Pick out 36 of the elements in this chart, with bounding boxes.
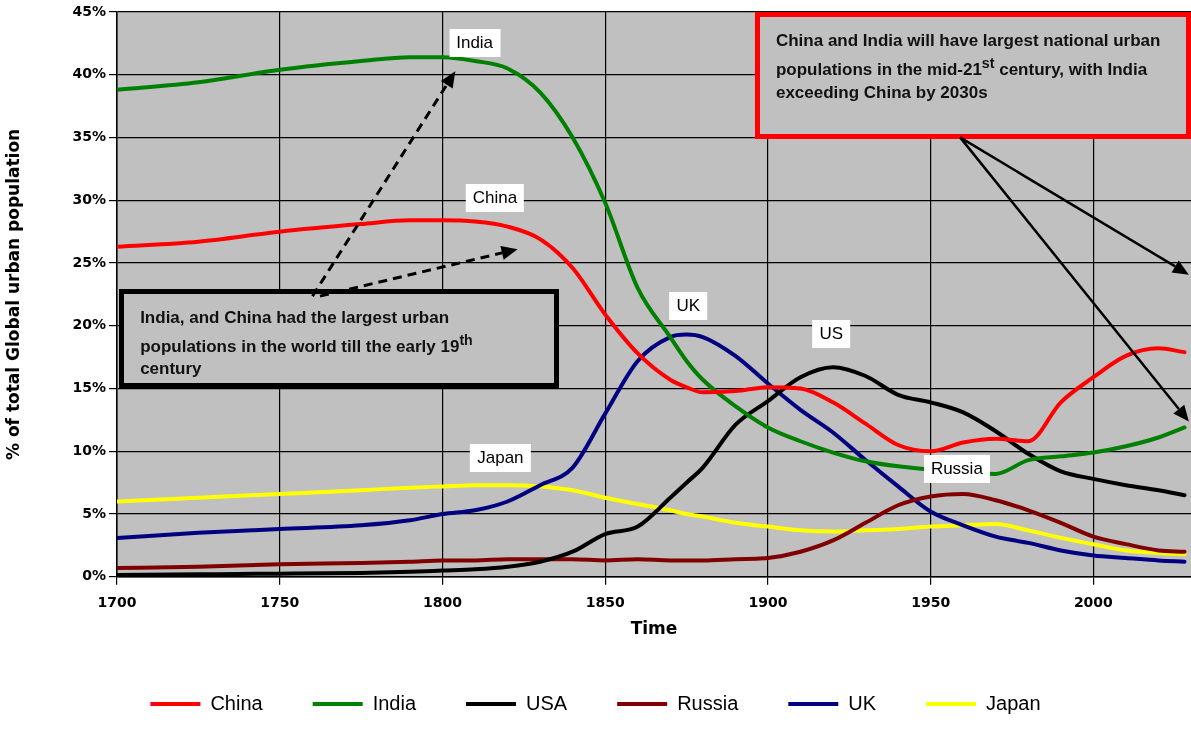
text-box: India, and China had the largest urban populations in the world till the early 19$^{th}$ century — [119, 288, 560, 388]
y-tick-label: 15% — [72, 379, 106, 396]
x-tick-label: 1950 — [911, 593, 951, 610]
annotation: India — [449, 29, 501, 58]
line-series — [117, 483, 1187, 557]
legend-label: China — [210, 691, 264, 714]
x-tick-label: 2000 — [1073, 593, 1114, 610]
legend-label: USA — [526, 691, 568, 714]
annotation: China — [465, 184, 525, 213]
legend-label: India — [372, 691, 417, 714]
text-box: China and India will have largest national urban populations in the mid-21$^{st}$ century, with India exceeding China by 2030s — [754, 12, 1191, 140]
y-tick-label: 35% — [72, 128, 106, 145]
x-tick-label: 1800 — [422, 593, 463, 610]
legend-label: UK — [848, 691, 877, 714]
y-tick-label: 20% — [72, 316, 106, 333]
y-tick-label: 0% — [82, 567, 106, 584]
annotation: US — [812, 319, 851, 348]
y-tick-label: 5% — [82, 504, 106, 521]
x-tick-label: 1700 — [97, 593, 137, 610]
annotation: UK — [669, 291, 708, 320]
x-tick-label: 1900 — [748, 593, 788, 610]
y-tick-label: 30% — [72, 190, 106, 207]
annotation: Russia — [923, 455, 990, 484]
y-axis-title: % of total Global urban population — [2, 128, 23, 461]
legend-label: Russia — [677, 691, 740, 714]
y-tick-label: 40% — [72, 65, 106, 82]
y-tick-label: 45% — [72, 2, 106, 19]
x-axis-title: Time — [630, 618, 678, 639]
line-series — [117, 491, 1187, 571]
line-series — [117, 55, 1187, 476]
legend-label: Japan — [986, 691, 1041, 714]
x-tick-label: 1850 — [585, 593, 625, 610]
y-tick-label: 10% — [72, 441, 106, 458]
x-tick-label: 1750 — [260, 593, 300, 610]
annotation: Japan — [470, 444, 531, 473]
y-tick-label: 25% — [72, 253, 106, 270]
